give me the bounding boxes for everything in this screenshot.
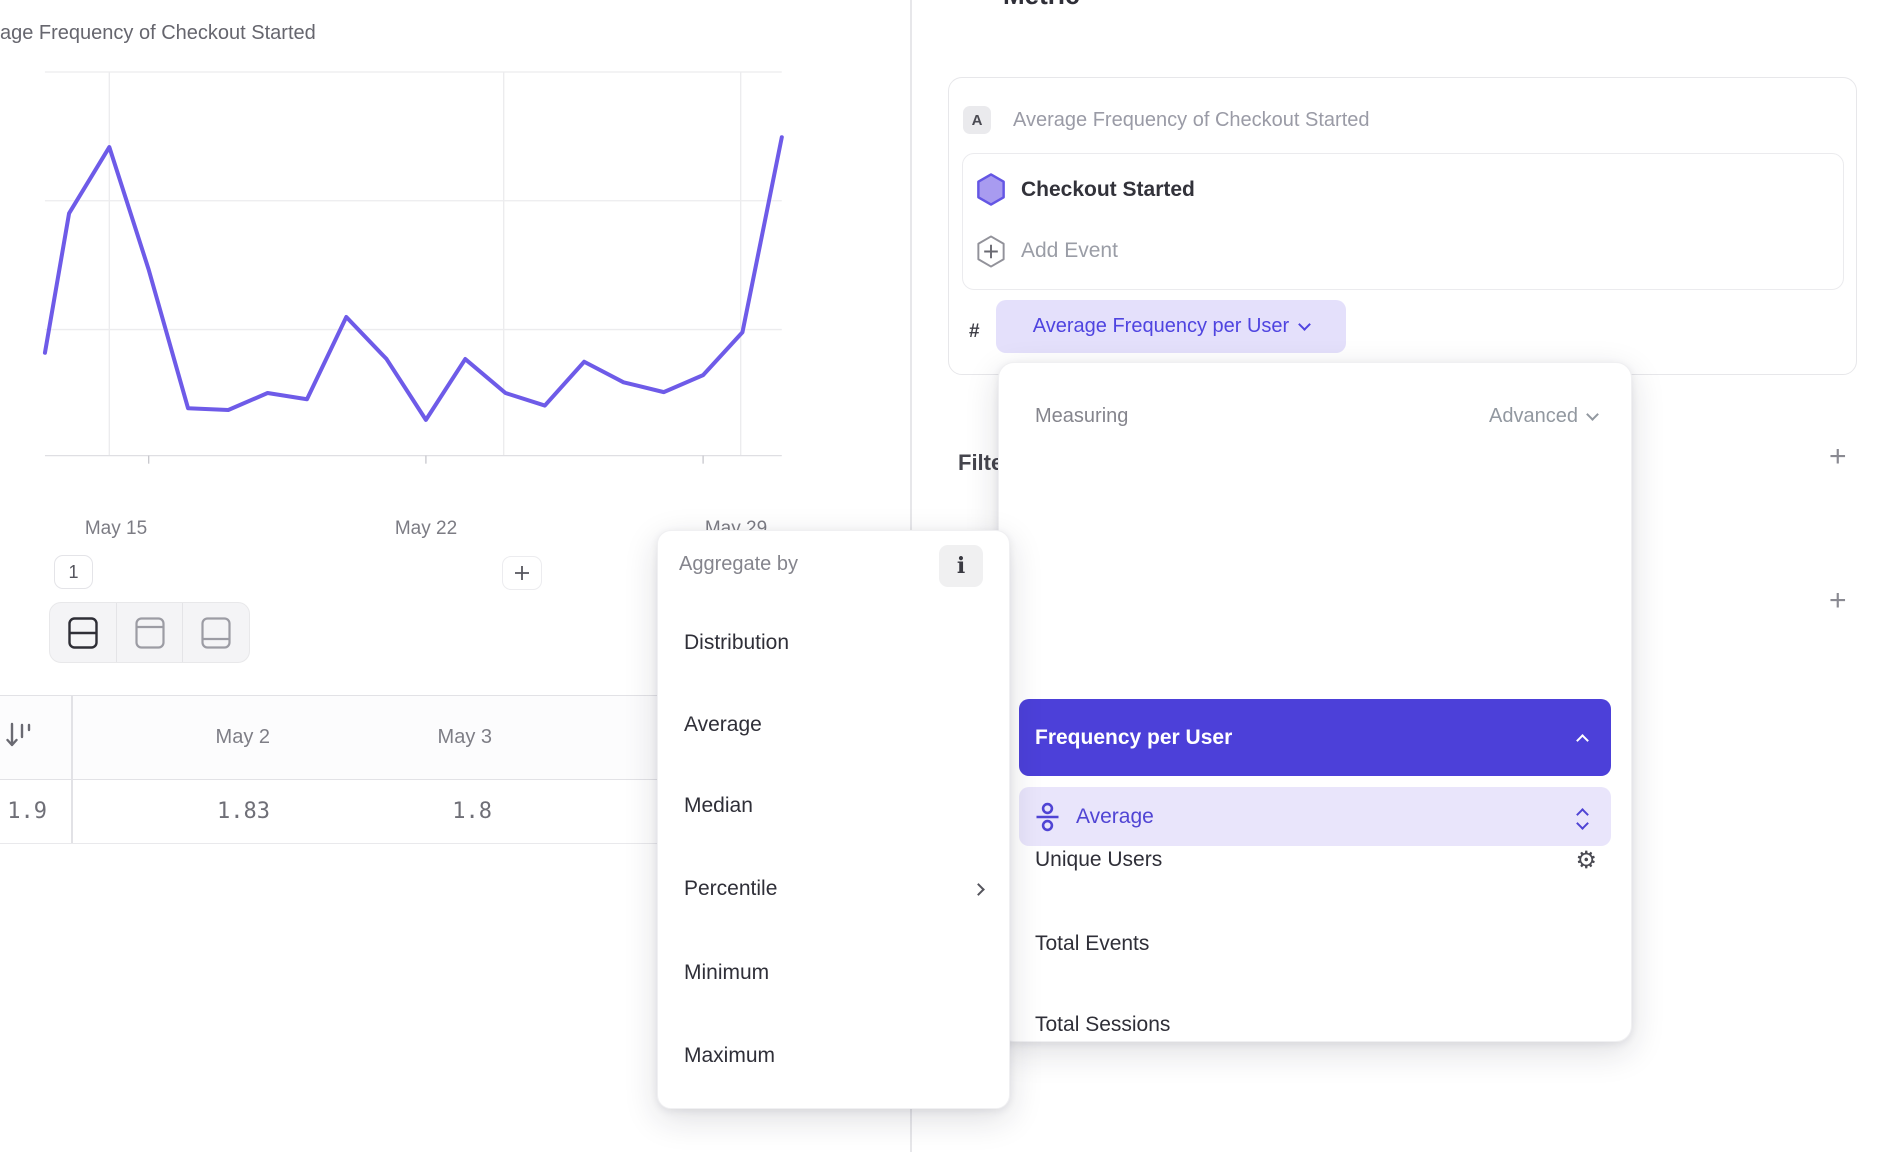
- info-icon[interactable]: i: [939, 545, 983, 587]
- menu-item-minimum[interactable]: Minimum: [658, 951, 1009, 995]
- metric-section-heading: Metric: [1003, 0, 1080, 11]
- add-event-hexagon-icon: [977, 234, 1005, 268]
- chevron-up-icon: [1576, 733, 1589, 747]
- menu-item-label: Maximum: [684, 1044, 776, 1067]
- menu-item-label: Percentile: [684, 877, 778, 900]
- event-hexagon-icon: [977, 173, 1005, 206]
- menu-item-median[interactable]: Median: [658, 784, 1009, 828]
- menu-item-label: Average: [684, 713, 762, 736]
- menu-item-label: Median: [684, 794, 753, 817]
- page-number-button[interactable]: 1: [54, 555, 93, 589]
- event-card: Checkout Started Add Event: [962, 153, 1844, 290]
- measurement-label: Average Frequency per User: [1032, 315, 1290, 337]
- advanced-label: Advanced: [1489, 405, 1578, 427]
- metric-letter-badge: A: [963, 106, 991, 134]
- measuring-dropdown-panel: Measuring Advanced Unique Users ⚙ Total …: [998, 362, 1632, 1042]
- menu-item-unique-users[interactable]: Unique Users ⚙: [999, 835, 1631, 885]
- page-number: 1: [68, 561, 79, 582]
- add-metric-tab-button[interactable]: [502, 556, 542, 590]
- gear-icon[interactable]: ⚙: [1575, 846, 1597, 874]
- event-row-checkout-started[interactable]: Checkout Started: [969, 162, 1835, 217]
- menu-item-frequency-per-user-selected[interactable]: Frequency per User: [1019, 699, 1611, 776]
- aggregate-by-dropdown-panel: Aggregate by i Distribution Average Medi…: [657, 530, 1010, 1109]
- menu-item-label: Total Events: [1035, 932, 1150, 955]
- table-header-may2[interactable]: May 2: [215, 726, 270, 748]
- metric-card: A Average Frequency of Checkout Started …: [948, 77, 1857, 375]
- up-down-chevrons-icon: [1576, 806, 1589, 830]
- advanced-mode-toggle[interactable]: Advanced: [1489, 405, 1599, 428]
- add-event-label: Add Event: [1021, 239, 1118, 262]
- measurement-dropdown-button[interactable]: Average Frequency per User: [996, 300, 1346, 353]
- add-filter-button[interactable]: +: [1829, 440, 1847, 473]
- x-tick-label: May 22: [394, 518, 458, 539]
- cell-value: 1.8: [452, 798, 492, 824]
- frequency-line-chart: [42, 71, 784, 464]
- sort-descending-icon[interactable]: [6, 721, 32, 756]
- cell-value: 1.83: [217, 798, 270, 824]
- menu-item-total-events[interactable]: Total Events: [999, 919, 1631, 969]
- measurement-hash: #: [969, 321, 980, 342]
- cell-value: 1.9: [7, 798, 47, 824]
- menu-item-average[interactable]: Average: [658, 703, 1009, 747]
- metric-letter: A: [971, 111, 983, 129]
- menu-item-label: Frequency per User: [1035, 725, 1233, 749]
- aggregation-label: Average: [1076, 804, 1154, 828]
- measuring-label: Measuring: [1035, 405, 1129, 427]
- division-icon: [1036, 802, 1059, 831]
- menu-item-distribution[interactable]: Distribution: [658, 621, 1009, 665]
- split-horizontal-icon: [68, 616, 98, 649]
- add-breakdown-button[interactable]: +: [1829, 584, 1847, 617]
- menu-item-total-sessions[interactable]: Total Sessions: [999, 1000, 1631, 1050]
- menu-item-label: Total Sessions: [1035, 1013, 1171, 1036]
- plus-icon: [515, 566, 529, 580]
- info-glyph: i: [956, 553, 966, 579]
- menu-item-maximum[interactable]: Maximum: [658, 1034, 1009, 1078]
- x-tick-label: May 15: [84, 518, 148, 539]
- chevron-down-icon: [1298, 318, 1312, 331]
- column-divider: [71, 696, 73, 843]
- layout-toggle-group: [49, 602, 250, 663]
- metric-title-field[interactable]: Average Frequency of Checkout Started: [1013, 109, 1370, 131]
- chevron-down-icon: [1586, 408, 1599, 421]
- table-top-icon: [134, 616, 165, 649]
- layout-split-horizontal-button[interactable]: [50, 603, 117, 662]
- table-bottom-icon: [201, 616, 231, 649]
- menu-item-label: Minimum: [684, 961, 770, 984]
- menu-item-percentile[interactable]: Percentile: [658, 867, 1009, 911]
- event-name: Checkout Started: [1021, 177, 1195, 201]
- results-table: May 2 May 3 May 4 1.9 1.83 1.8: [0, 695, 737, 844]
- menu-item-label: Distribution: [684, 631, 790, 654]
- table-header-may3[interactable]: May 3: [437, 726, 492, 748]
- table-header-row: May 2 May 3 May 4: [0, 696, 737, 780]
- layout-table-bottom-button[interactable]: [183, 603, 249, 662]
- chart-title: age Frequency of Checkout Started: [0, 22, 316, 44]
- add-event-button[interactable]: Add Event: [969, 226, 1835, 276]
- layout-table-top-button[interactable]: [117, 603, 184, 662]
- frequency-aggregation-select-average[interactable]: Average: [1019, 787, 1611, 846]
- aggregate-by-label: Aggregate by: [679, 553, 798, 575]
- chevron-right-icon: [972, 882, 985, 896]
- table-row: 1.9 1.83 1.8: [0, 781, 737, 844]
- menu-item-label: Unique Users: [1035, 848, 1163, 871]
